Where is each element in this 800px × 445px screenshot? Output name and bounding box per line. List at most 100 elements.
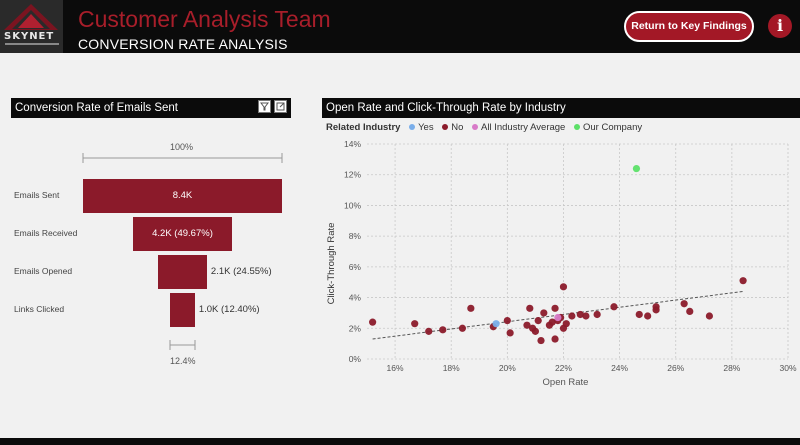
data-point-no [557, 313, 565, 322]
data-point-all-industry-average [554, 313, 562, 322]
data-point-no [680, 300, 688, 308]
company-logo: SKYNET [0, 0, 63, 53]
data-point-no [467, 304, 475, 312]
legend-dot-our-company [573, 124, 580, 130]
data-point-no [548, 318, 556, 326]
funnel-top-bracket [82, 153, 283, 163]
x-tick-label: 28% [723, 363, 740, 373]
logo-tagline-line [5, 43, 59, 45]
funnel-filter-icon[interactable] [258, 100, 271, 113]
page-title: Customer Analysis Team [78, 6, 331, 32]
info-icon[interactable]: i [768, 14, 792, 38]
funnel-stage-label-emails-opened: Emails Opened [14, 266, 73, 276]
funnel-bottom-percentage: 12.4% [170, 356, 196, 366]
legend-dot-no [442, 124, 449, 130]
y-axis-title: Click-Through Rate [326, 223, 337, 305]
data-point-no [593, 310, 601, 319]
data-point-no [635, 310, 643, 319]
funnel-top-percentage: 100% [170, 142, 194, 152]
legend-label-no: No [451, 122, 464, 133]
data-point-no [503, 317, 511, 325]
data-point-no [562, 320, 570, 328]
funnel-stage-label-links-clicked: Links Clicked [14, 304, 65, 314]
scatter-legend: Related Industry Yes No All Industry Ave… [326, 122, 648, 133]
data-point-yes [492, 320, 500, 328]
data-point-no [528, 324, 537, 332]
x-tick-label: 18% [443, 363, 460, 373]
y-tick-label: 10% [344, 200, 361, 210]
funnel-bar-emails-received[interactable] [133, 217, 232, 251]
funnel-bottom-bracket [169, 340, 196, 350]
y-tick-label: 6% [349, 262, 362, 272]
data-point-no [369, 318, 377, 326]
legend-item-all-industry-average[interactable]: All Industry Average [472, 122, 565, 133]
scatter-title-text: Open Rate and Click-Through Rate by Indu… [326, 102, 566, 114]
data-point-no [531, 327, 540, 335]
y-tick-label: 2% [349, 323, 362, 333]
data-point-no [652, 306, 660, 314]
legend-label-our-company: Our Company [582, 122, 643, 133]
data-point-no [439, 326, 447, 334]
expand-glyph-icon [276, 102, 285, 111]
funnel-stage-label-emails-received: Emails Received [14, 228, 78, 238]
header-bar: SKYNET Customer Analysis Team CONVERSION… [0, 0, 800, 53]
data-point-our-company [632, 164, 641, 173]
data-point-no [554, 317, 562, 325]
y-tick-label: 8% [349, 231, 362, 241]
trend-line [372, 290, 744, 340]
data-point-no [540, 309, 548, 317]
funnel-value-emails-opened: 2.1K (24.55%) [210, 266, 272, 277]
y-tick-label: 14% [344, 139, 361, 149]
legend-title: Related Industry [326, 122, 401, 133]
data-point-no [411, 320, 419, 328]
data-point-no [545, 321, 554, 329]
data-point-no [576, 310, 584, 319]
data-point-no [739, 277, 747, 285]
x-tick-label: 22% [555, 363, 572, 373]
legend-item-no[interactable]: No [442, 122, 463, 133]
legend-dot-all-industry-average [472, 124, 479, 130]
x-tick-label: 20% [499, 363, 516, 373]
funnel-bar-emails-opened[interactable] [158, 255, 207, 289]
data-point-no [559, 283, 568, 291]
data-point-no [534, 317, 542, 325]
data-point-no [551, 304, 559, 312]
data-point-no [559, 324, 568, 332]
legend-item-yes[interactable]: Yes [409, 122, 434, 133]
funnel-value-links-clicked: 1.0K (12.40%) [198, 304, 260, 315]
data-point-no [526, 304, 534, 312]
data-point-no [705, 312, 714, 320]
return-to-key-findings-button[interactable]: Return to Key Findings [624, 11, 754, 42]
page-subtitle: CONVERSION RATE ANALYSIS [78, 36, 288, 52]
legend-label-yes: Yes [418, 122, 434, 133]
y-tick-label: 12% [344, 170, 361, 180]
logo-text: SKYNET [4, 31, 55, 42]
filter-glyph-icon [260, 102, 269, 111]
data-point-no [652, 303, 660, 311]
data-point-no [644, 312, 652, 320]
funnel-value-emails-received: 4.2K (49.67%) [152, 228, 213, 239]
data-point-no [537, 336, 545, 345]
data-point-no [425, 327, 433, 335]
x-tick-label: 16% [387, 363, 404, 373]
data-point-no [506, 329, 514, 337]
funnel-stage-label-emails-sent: Emails Sent [14, 190, 60, 200]
funnel-bar-links-clicked[interactable] [170, 293, 195, 327]
x-axis-title: Open Rate [543, 377, 589, 388]
y-tick-label: 4% [349, 293, 362, 303]
legend-dot-yes [409, 124, 416, 130]
funnel-title-text: Conversion Rate of Emails Sent [15, 102, 178, 114]
legend-item-our-company[interactable]: Our Company [573, 122, 643, 133]
funnel-value-emails-sent: 8.4K [172, 190, 193, 201]
data-point-no [458, 324, 467, 332]
funnel-panel-title: Conversion Rate of Emails Sent [11, 98, 291, 118]
data-point-no [610, 303, 618, 311]
data-point-no [551, 335, 559, 343]
x-tick-label: 26% [667, 363, 684, 373]
data-point-no [686, 307, 694, 315]
data-point-no [568, 312, 576, 320]
x-tick-label: 30% [779, 363, 796, 373]
focus-mode-icon[interactable] [274, 100, 287, 113]
funnel-bar-emails-sent[interactable] [83, 179, 282, 213]
